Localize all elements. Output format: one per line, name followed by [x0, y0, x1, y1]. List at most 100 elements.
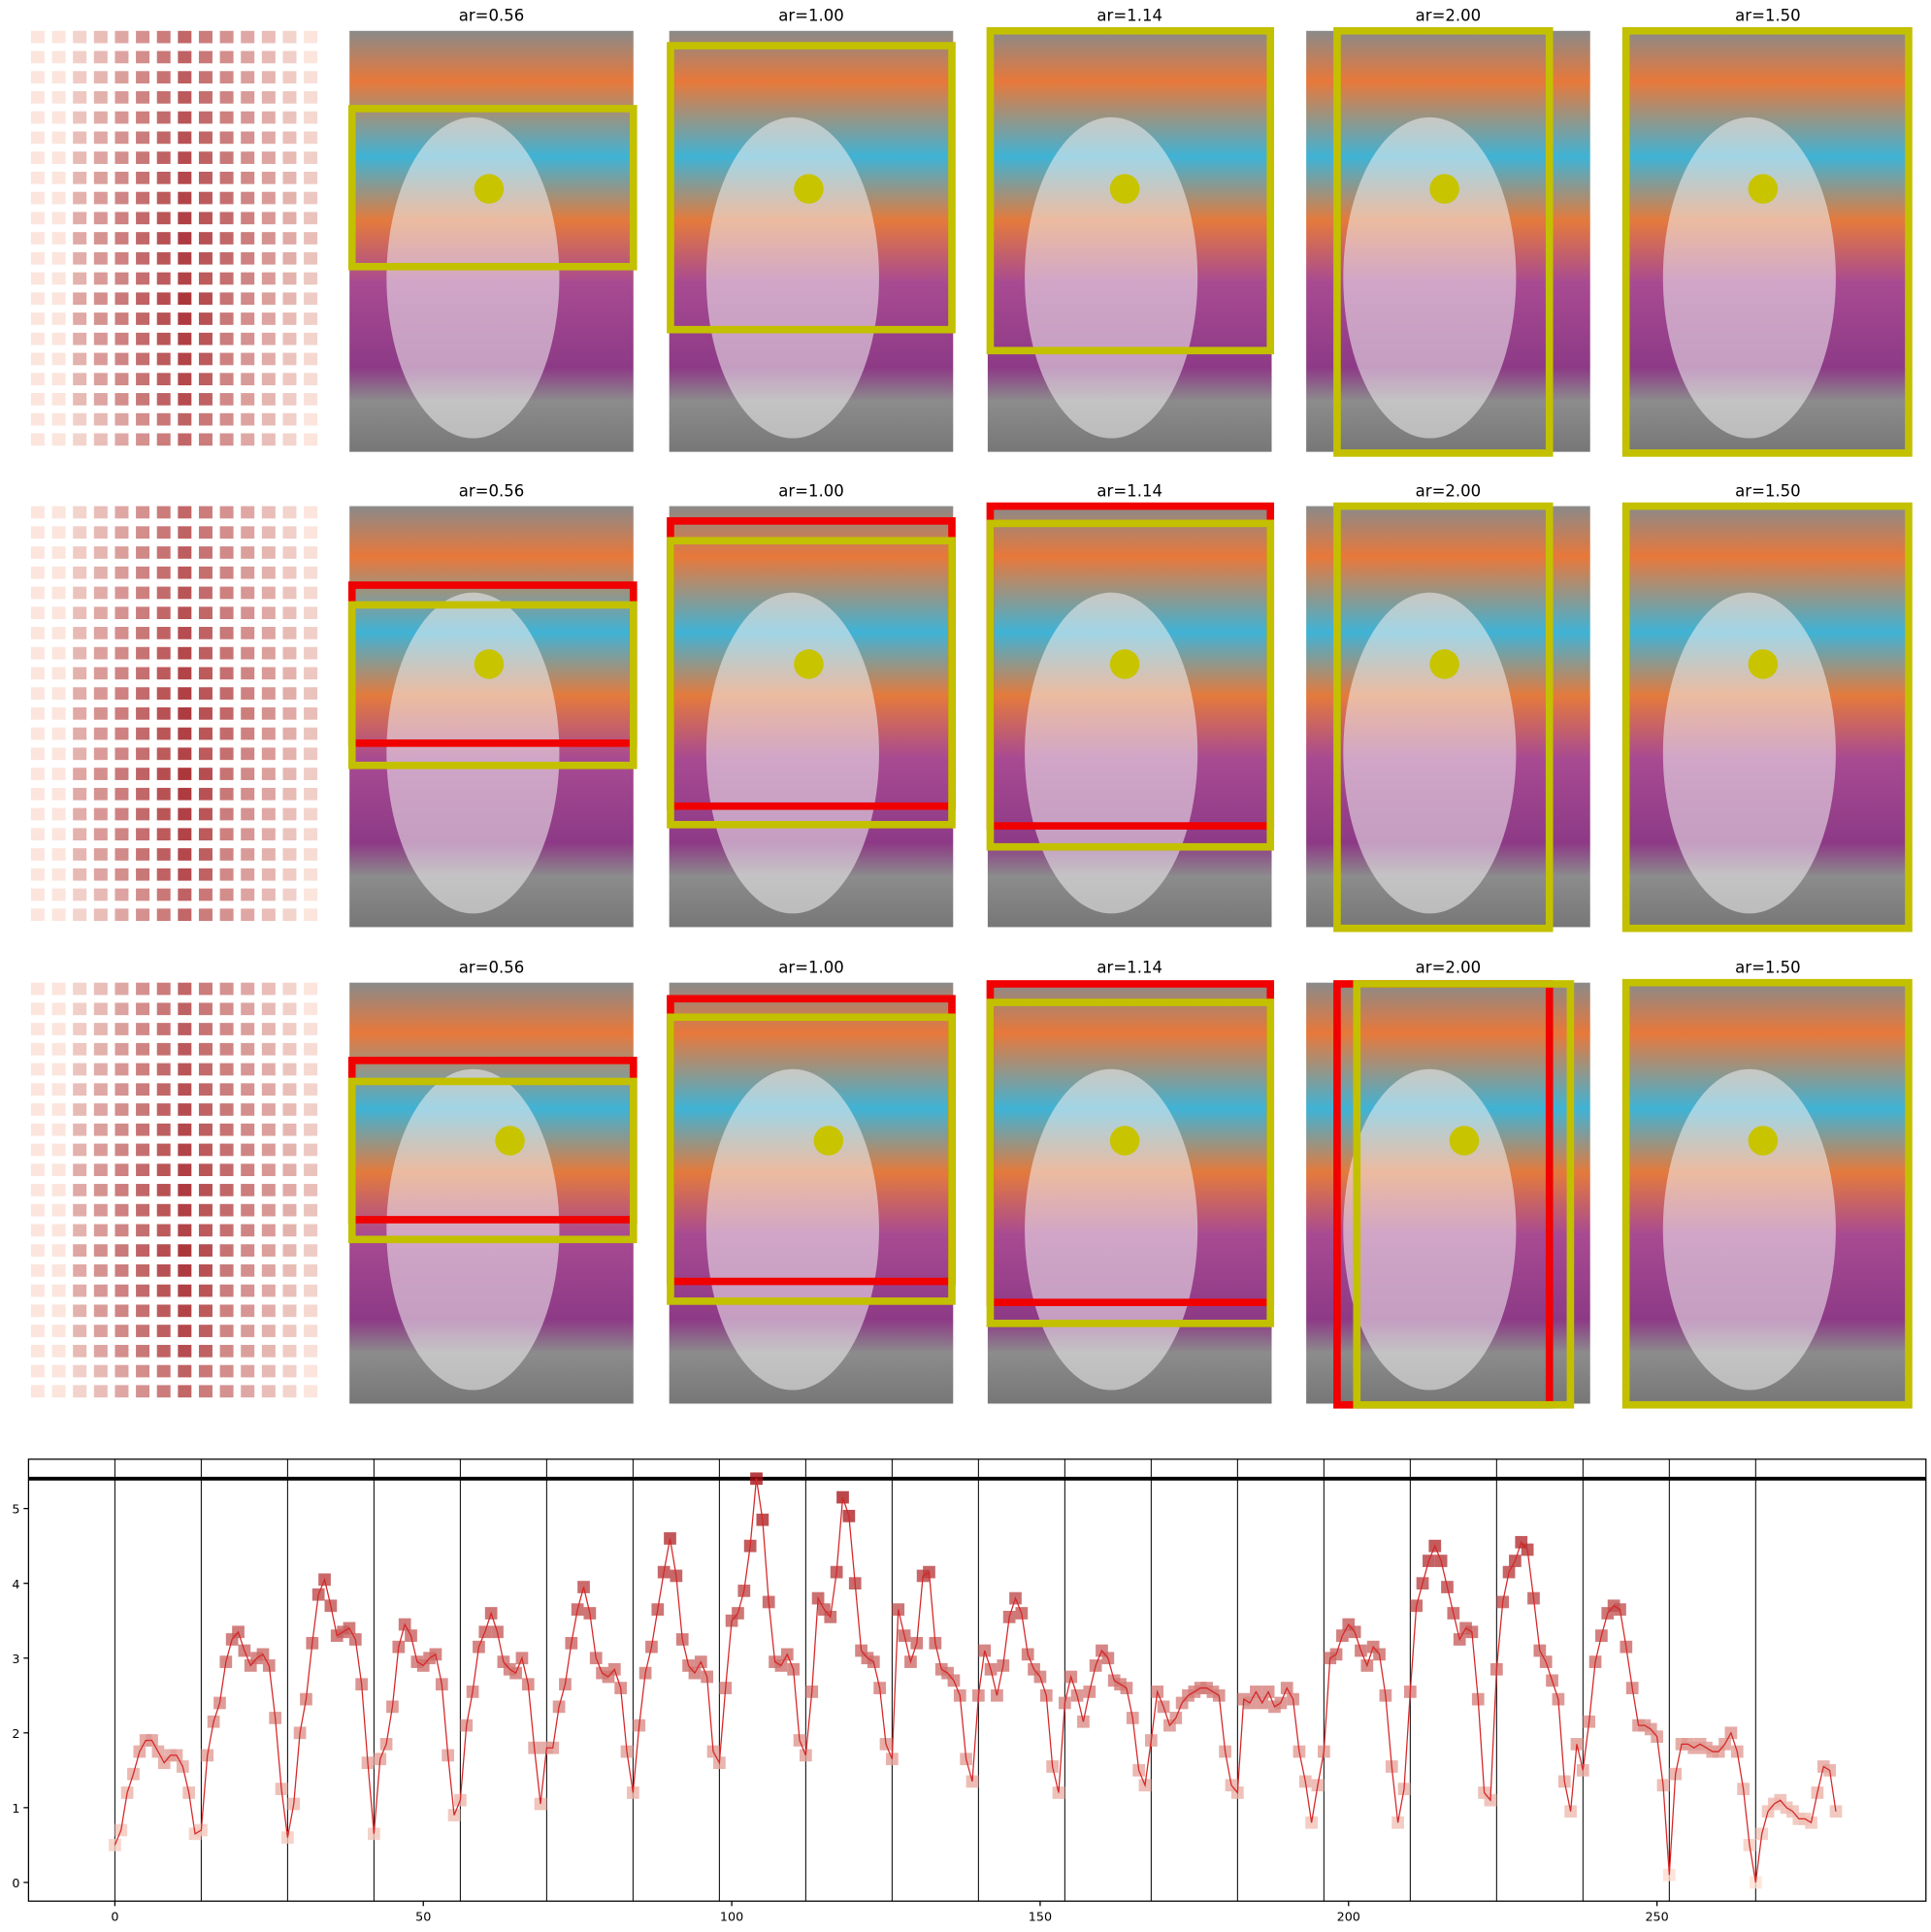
heatmap-cell [30, 1063, 45, 1076]
heatmap-cell [115, 1203, 129, 1217]
heatmap-cell [156, 292, 171, 306]
heatmap-cell [219, 292, 234, 306]
heatmap-cell [241, 30, 255, 44]
heatmap-cell [115, 352, 129, 366]
heatmap-cell [304, 1123, 318, 1136]
heatmap-cell [30, 1304, 45, 1318]
heatmap-cell [156, 646, 171, 660]
panel-title: ar=0.56 [459, 958, 525, 976]
heatmap-cell [115, 1344, 129, 1358]
heatmap-cell [241, 332, 255, 345]
heatmap-cell [30, 1163, 45, 1177]
heatmap-cell [93, 848, 108, 861]
heatmap-cell [156, 251, 171, 265]
heatmap-cell [51, 373, 66, 386]
heatmap-cell [30, 1203, 45, 1217]
heatmap-cell [136, 1184, 150, 1196]
heatmap-cell [178, 828, 192, 841]
heatmap-cell [30, 606, 45, 620]
heatmap-cell [136, 292, 150, 306]
heatmap-cell [219, 787, 234, 801]
heatmap-cell [219, 848, 234, 861]
heatmap-cell [51, 30, 66, 44]
heatmap-cell [198, 1143, 213, 1157]
heatmap-cell [304, 71, 318, 84]
player [705, 1068, 879, 1391]
heatmap-cell [51, 627, 66, 639]
heatmap-cell [241, 1083, 255, 1097]
heatmap-cell [93, 606, 108, 620]
heatmap-cell [156, 546, 171, 559]
heatmap-cell [178, 312, 192, 325]
y-tick-label: 3 [12, 1652, 19, 1666]
heatmap-cell [93, 868, 108, 881]
heatmap-cell [30, 1083, 45, 1097]
panel-title: ar=2.00 [1416, 481, 1482, 500]
heatmap-cell [156, 1325, 171, 1337]
heatmap-cell [136, 1244, 150, 1257]
heatmap-cell [30, 828, 45, 841]
heatmap-cell [219, 1063, 234, 1076]
heatmap-cell [30, 646, 45, 660]
heatmap-cell [178, 111, 192, 124]
heatmap-cell [219, 1083, 234, 1097]
heatmap-cell [115, 828, 129, 841]
heatmap-cell [219, 807, 234, 821]
heatmap-cell [178, 1224, 192, 1237]
heatmap-cell [241, 171, 255, 184]
heatmap-cell [178, 1163, 192, 1177]
heatmap-cell [73, 312, 87, 325]
heatmap-cell [136, 1263, 150, 1277]
heatmap-cell [115, 546, 129, 559]
heatmap-cell [136, 787, 150, 801]
heatmap-cell [115, 272, 129, 285]
heatmap-cell [30, 687, 45, 700]
heatmap-cell [241, 1364, 255, 1378]
heatmap-cell [304, 687, 318, 700]
heatmap-cell [261, 1042, 276, 1056]
heatmap-cell [198, 1042, 213, 1056]
heatmap-cell [51, 506, 66, 519]
heatmap-cell [198, 232, 213, 245]
heatmap-cell [115, 908, 129, 922]
heatmap-cell [156, 787, 171, 801]
heatmap-cell [30, 627, 45, 639]
heatmap-cell [93, 393, 108, 406]
heatmap-cell [261, 787, 276, 801]
heatmap-cell [178, 1123, 192, 1136]
heatmap-cell [156, 151, 171, 164]
heatmap-cell [51, 787, 66, 801]
heatmap-cell [115, 1042, 129, 1056]
heatmap-cell [115, 1063, 129, 1076]
heatmap-cell [115, 667, 129, 680]
heatmap-cell [282, 151, 297, 164]
heatmap-cell [241, 888, 255, 901]
heatmap-cell [115, 787, 129, 801]
heatmap-cell [219, 586, 234, 600]
heatmap-cell [241, 91, 255, 104]
heatmap-cell [304, 1224, 318, 1237]
heatmap-cell [304, 191, 318, 205]
heatmap-cell [261, 667, 276, 680]
heatmap-cell [115, 687, 129, 700]
heatmap-cell [282, 251, 297, 265]
heatmap-cell [241, 1263, 255, 1277]
heatmap-cell [156, 768, 171, 780]
heatmap-cell [261, 566, 276, 579]
heatmap-cell [261, 1304, 276, 1318]
heatmap-cell [136, 1143, 150, 1157]
heatmap-cell [136, 50, 150, 64]
heatmap-cell [261, 828, 276, 841]
heatmap-cell [30, 1023, 45, 1035]
heatmap-cell [178, 1284, 192, 1297]
heatmap-cell [73, 1364, 87, 1378]
heatmap-cell [219, 393, 234, 406]
heatmap-cell [219, 91, 234, 104]
heatmap-cell [304, 151, 318, 164]
heatmap-cell [30, 1244, 45, 1257]
heatmap-cell [241, 50, 255, 64]
heatmap-cell [73, 1344, 87, 1358]
heatmap-cell [93, 1023, 108, 1035]
heatmap-cell [115, 292, 129, 306]
heatmap-cell [282, 131, 297, 145]
